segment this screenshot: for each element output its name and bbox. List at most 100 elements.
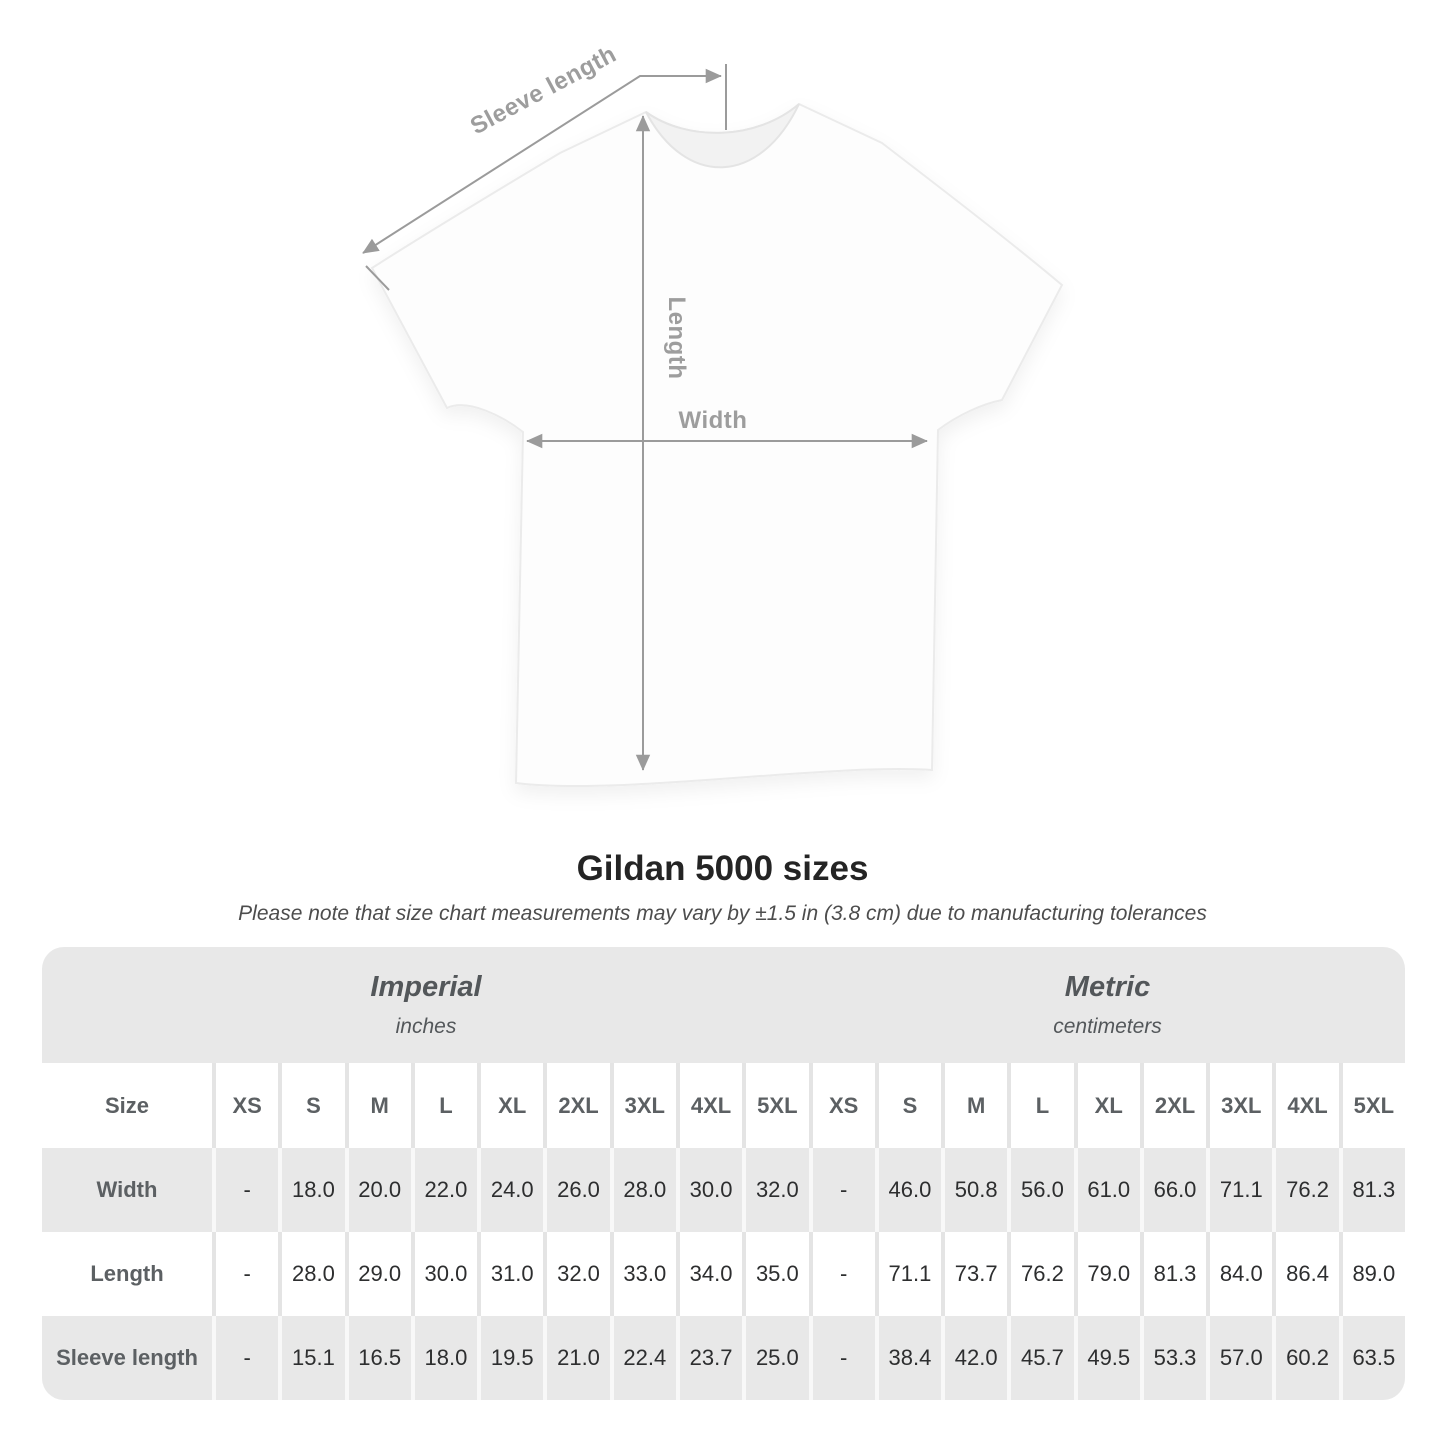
measurement-row: Length -28.0 29.0 30.0 31.0 32.0 33.0 34.0 35.0-… (42, 1232, 1405, 1316)
size-header-cell: XS (812, 1063, 875, 1148)
size-header-cell: L (414, 1063, 478, 1148)
metric-value-cell: 42.0 (945, 1316, 1008, 1400)
tshirt-body (370, 102, 1064, 788)
imperial-value-cell: 20.0 (348, 1148, 411, 1232)
metric-value-cell: 71.1 (878, 1232, 942, 1316)
imperial-value-cell: 29.0 (348, 1232, 411, 1316)
imperial-value-cell: 15.1 (282, 1316, 345, 1400)
metric-value-cell: 38.4 (878, 1316, 942, 1400)
imperial-value-cell: 23.7 (679, 1316, 743, 1400)
metric-value-cell: 86.4 (1276, 1232, 1339, 1316)
size-header-cell: S (282, 1063, 345, 1148)
size-header-cell: 5XL (746, 1063, 809, 1148)
metric-value-cell: 63.5 (1342, 1316, 1405, 1400)
imperial-value-cell: 22.4 (613, 1316, 676, 1400)
metric-value-cell: 81.3 (1342, 1148, 1405, 1232)
size-header-cell: M (348, 1063, 411, 1148)
size-column-header: Size (42, 1063, 212, 1148)
imperial-value-cell: 30.0 (414, 1232, 478, 1316)
imperial-value-cell: 18.0 (282, 1148, 345, 1232)
row-label: Width (42, 1148, 212, 1232)
size-header-cell: 4XL (1276, 1063, 1339, 1148)
metric-value-cell: 49.5 (1077, 1316, 1140, 1400)
tshirt-size-diagram: Sleeve length Length Width (362, 41, 1064, 788)
length-label: Length (663, 297, 690, 380)
metric-value-cell: 76.2 (1011, 1232, 1074, 1316)
size-header-cell: 2XL (1143, 1063, 1207, 1148)
metric-value-cell: 66.0 (1143, 1148, 1207, 1232)
sleeve-tip-tick (365, 265, 390, 291)
imperial-value-cell: 35.0 (746, 1232, 809, 1316)
unit-group-imperial: Imperial inches (42, 947, 810, 1063)
size-header-cell: 2XL (547, 1063, 610, 1148)
size-header-cell: 5XL (1342, 1063, 1405, 1148)
metric-value-cell: - (812, 1232, 875, 1316)
unit-group-label: Imperial (370, 971, 482, 1003)
row-label: Sleeve length (42, 1316, 212, 1400)
metric-value-cell: 79.0 (1077, 1232, 1140, 1316)
imperial-value-cell: 30.0 (679, 1148, 743, 1232)
metric-value-cell: 76.2 (1276, 1148, 1339, 1232)
metric-value-cell: 89.0 (1342, 1232, 1405, 1316)
imperial-value-cell: 21.0 (547, 1316, 610, 1400)
imperial-value-cell: 26.0 (547, 1148, 610, 1232)
sleeve-length-arrow (362, 68, 722, 254)
imperial-value-cell: 28.0 (613, 1148, 676, 1232)
imperial-value-cell: 18.0 (414, 1316, 478, 1400)
title-block: Gildan 5000 sizes Please note that size … (0, 849, 1445, 926)
metric-value-cell: 57.0 (1210, 1316, 1273, 1400)
size-header-cell: M (945, 1063, 1008, 1148)
metric-value-cell: 45.7 (1011, 1316, 1074, 1400)
size-header-cell: XL (1077, 1063, 1140, 1148)
imperial-value-cell: 34.0 (679, 1232, 743, 1316)
width-label: Width (679, 407, 748, 434)
measurement-row: Sleeve length -15.1 16.5 18.0 19.5 21.0 22.4 23… (42, 1316, 1405, 1400)
page-title: Gildan 5000 sizes (576, 849, 869, 888)
metric-value-cell: 81.3 (1143, 1232, 1207, 1316)
sleeve-length-label: Sleeve length (466, 41, 621, 141)
unit-group-sublabel: centimeters (1053, 1015, 1162, 1038)
metric-value-cell: 46.0 (878, 1148, 942, 1232)
size-header-cell: 4XL (679, 1063, 743, 1148)
unit-group-sublabel: inches (395, 1015, 457, 1038)
metric-value-cell: 60.2 (1276, 1316, 1339, 1400)
size-header-row: Size XS S M L XL 2XL 3XL 4XL 5XL XS S M L XL 2XL 3XL 4XL 5… (42, 1063, 1405, 1148)
metric-value-cell: 73.7 (945, 1232, 1008, 1316)
metric-value-cell: 61.0 (1077, 1148, 1140, 1232)
metric-value-cell: 56.0 (1011, 1148, 1074, 1232)
row-label: Length (42, 1232, 212, 1316)
imperial-value-cell: 32.0 (547, 1232, 610, 1316)
imperial-value-cell: 31.0 (481, 1232, 544, 1316)
metric-value-cell: 53.3 (1143, 1316, 1207, 1400)
unit-group-row: Imperial inches Metric centimeters (42, 947, 1405, 1063)
imperial-value-cell: 32.0 (746, 1148, 809, 1232)
imperial-value-cell: - (216, 1232, 279, 1316)
unit-group-metric: Metric centimeters (810, 947, 1405, 1063)
imperial-value-cell: 22.0 (414, 1148, 478, 1232)
imperial-value-cell: 24.0 (481, 1148, 544, 1232)
tshirt-graphic (370, 102, 1064, 788)
imperial-value-cell: 16.5 (348, 1316, 411, 1400)
imperial-value-cell: 28.0 (282, 1232, 345, 1316)
size-header-cell: 3XL (613, 1063, 676, 1148)
imperial-value-cell: 19.5 (481, 1316, 544, 1400)
metric-value-cell: 84.0 (1210, 1232, 1273, 1316)
size-header-cell: L (1011, 1063, 1074, 1148)
unit-group-label: Metric (1064, 971, 1151, 1003)
size-header-cell: S (878, 1063, 942, 1148)
imperial-value-cell: - (216, 1148, 279, 1232)
size-table: Imperial inches Metric centimeters Size XS S M L… (42, 947, 1405, 1400)
metric-value-cell: - (812, 1148, 875, 1232)
measurement-row: Width -18.0 20.0 22.0 24.0 26.0 28.0 30.0 32.0-4… (42, 1148, 1405, 1232)
tolerance-note: Please note that size chart measurements… (238, 902, 1207, 925)
metric-value-cell: - (812, 1316, 875, 1400)
imperial-value-cell: 33.0 (613, 1232, 676, 1316)
size-header-cell: XS (216, 1063, 279, 1148)
metric-value-cell: 71.1 (1210, 1148, 1273, 1232)
imperial-value-cell: 25.0 (746, 1316, 809, 1400)
metric-value-cell: 50.8 (945, 1148, 1008, 1232)
size-header-cell: 3XL (1210, 1063, 1273, 1148)
size-header-cell: XL (481, 1063, 544, 1148)
imperial-value-cell: - (216, 1316, 279, 1400)
